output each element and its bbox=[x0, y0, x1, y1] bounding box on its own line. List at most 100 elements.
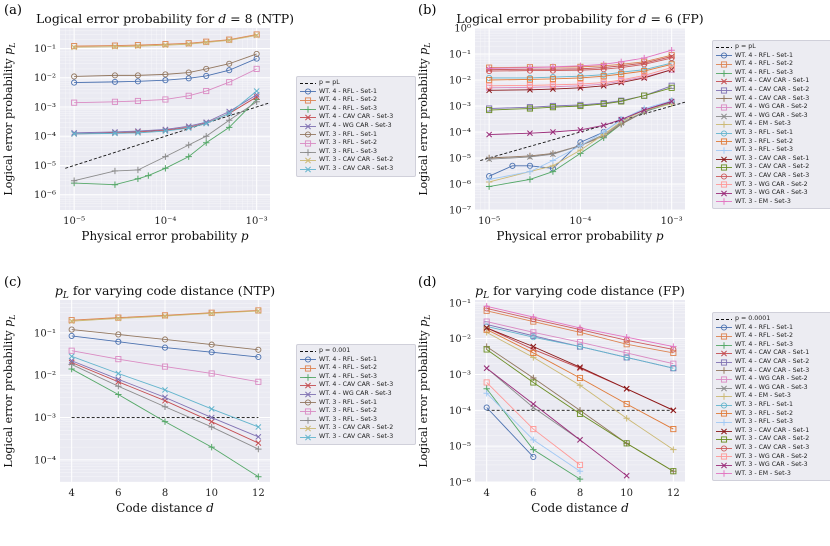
panel-label: (a) bbox=[4, 3, 22, 18]
legend-label: WT. 3 - CAV CAR - Set-3 bbox=[319, 432, 394, 440]
legend-label: WT. 4 - CAV CAR - Set-3 bbox=[735, 94, 810, 102]
series bbox=[483, 324, 677, 414]
legend-marker bbox=[304, 97, 312, 104]
data-point bbox=[68, 353, 75, 360]
data-point bbox=[162, 71, 169, 78]
data-point bbox=[134, 42, 141, 49]
data-point bbox=[623, 349, 630, 356]
legend-marker bbox=[305, 391, 311, 398]
data-point bbox=[668, 64, 675, 71]
data-point bbox=[623, 341, 630, 348]
legend-marker bbox=[721, 156, 727, 162]
series-line bbox=[74, 34, 257, 48]
data-layer bbox=[480, 47, 685, 190]
data-point bbox=[670, 360, 677, 367]
data-point bbox=[161, 363, 169, 370]
legend-label: WT. 3 - RFL - Set-1 bbox=[319, 130, 378, 138]
data-point bbox=[668, 61, 675, 68]
legend-label: WT. 4 - CAV CAR - Set-2 bbox=[735, 85, 810, 93]
legend-entry: WT. 3 - CAV CAR - Set-3 bbox=[716, 172, 828, 181]
data-point bbox=[526, 176, 534, 183]
legend-label: WT. 3 - RFL - Set-3 bbox=[735, 146, 794, 154]
legend-marker bbox=[720, 453, 728, 460]
data-point bbox=[226, 79, 233, 86]
data-point bbox=[162, 77, 169, 84]
data-point bbox=[255, 308, 262, 314]
data-point bbox=[526, 152, 534, 160]
legend-label: WT. 4 - CAV CAR - Set-3 bbox=[319, 381, 394, 389]
legend-swatch bbox=[716, 87, 732, 94]
legend-swatch bbox=[716, 198, 732, 206]
legend-marker bbox=[305, 157, 311, 164]
legend-swatch bbox=[716, 138, 732, 145]
series bbox=[483, 379, 584, 468]
legend-marker bbox=[720, 164, 728, 171]
data-point bbox=[115, 370, 122, 377]
data-point bbox=[111, 167, 119, 175]
data-point bbox=[134, 72, 141, 79]
data-point bbox=[71, 130, 78, 137]
legend-marker bbox=[721, 350, 727, 357]
legend-swatch bbox=[716, 147, 732, 154]
legend-label: WT. 3 - CAV CAR - Set-1 bbox=[735, 426, 810, 434]
series bbox=[483, 323, 677, 372]
y-tick-label: 10⁻¹ bbox=[449, 50, 471, 61]
series bbox=[486, 64, 675, 89]
legend-entry: WT. 3 - EM - Set-3 bbox=[716, 198, 828, 207]
series bbox=[485, 47, 675, 72]
legend-marker bbox=[720, 130, 728, 137]
data-point bbox=[115, 391, 122, 398]
data-point bbox=[526, 105, 533, 112]
data-point bbox=[623, 400, 630, 408]
legend-entry: WT. 3 - CAV CAR - Set-2 bbox=[716, 435, 828, 444]
data-point bbox=[577, 436, 583, 443]
data-point bbox=[670, 407, 677, 414]
data-point bbox=[162, 165, 169, 172]
data-point bbox=[486, 156, 493, 163]
data-point bbox=[577, 126, 584, 133]
legend-swatch bbox=[716, 419, 732, 426]
y-tick-label: 10⁻³ bbox=[34, 413, 56, 424]
legend-marker bbox=[304, 365, 312, 372]
legend-label: WT. 4 - RFL - Set-1 bbox=[735, 51, 794, 59]
data-point bbox=[145, 172, 152, 179]
legend-swatch bbox=[300, 416, 316, 424]
legend-label: WT. 3 - EM - Set-3 bbox=[735, 197, 791, 205]
data-point bbox=[203, 72, 210, 79]
legend-label: p = pL bbox=[735, 43, 756, 50]
series-line bbox=[74, 101, 257, 182]
y-tick-label: 10⁻² bbox=[449, 76, 471, 87]
data-point bbox=[549, 104, 556, 111]
series bbox=[68, 326, 262, 353]
y-axis-label: Logical error probability pL bbox=[2, 314, 17, 467]
data-point bbox=[208, 310, 215, 317]
series-line bbox=[486, 329, 674, 430]
legend-swatch bbox=[300, 425, 316, 432]
data-point bbox=[68, 347, 75, 354]
legend-entry: WT. 4 - CAV CAR - Set-3 bbox=[300, 381, 412, 390]
data-point bbox=[577, 84, 584, 91]
legend-entry: WT. 4 - WG CAR - Set-2 bbox=[716, 103, 828, 112]
data-point bbox=[203, 87, 210, 95]
grid bbox=[60, 28, 270, 210]
data-point bbox=[115, 376, 122, 383]
panel-label: (b) bbox=[418, 3, 436, 18]
y-axis-label: Logical error probability pL bbox=[2, 42, 17, 195]
data-point bbox=[253, 98, 260, 105]
legend-marker bbox=[720, 410, 728, 417]
x-tick-label: 10 bbox=[620, 488, 633, 499]
data-point bbox=[255, 353, 262, 361]
data-point bbox=[71, 44, 78, 51]
legend-label: WT. 3 - RFL - Set-1 bbox=[319, 398, 378, 406]
data-point bbox=[71, 129, 78, 136]
reference-line bbox=[480, 101, 685, 161]
data-point bbox=[68, 332, 75, 339]
data-point bbox=[618, 76, 625, 84]
legend-entry: WT. 4 - RFL - Set-1 bbox=[716, 324, 828, 333]
legend-marker bbox=[720, 393, 728, 400]
data-point bbox=[111, 42, 118, 49]
legend-marker bbox=[304, 88, 312, 95]
y-tick-label: 10⁻⁷ bbox=[449, 206, 471, 217]
data-point bbox=[134, 128, 141, 135]
series-line bbox=[71, 309, 259, 321]
